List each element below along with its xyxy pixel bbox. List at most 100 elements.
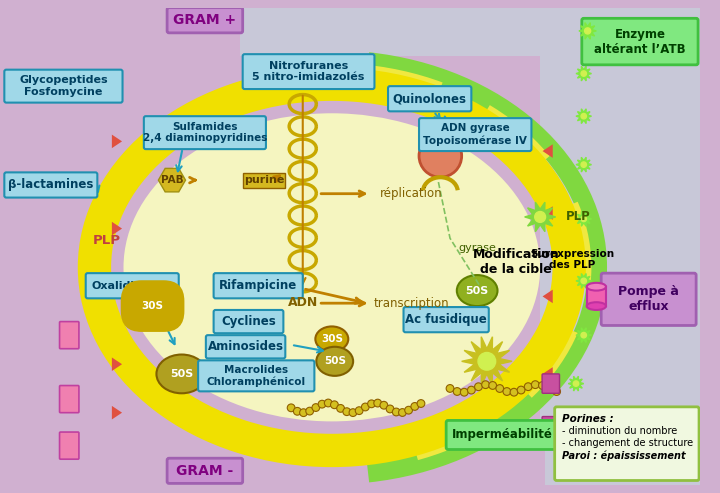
Circle shape <box>478 352 495 370</box>
Bar <box>243 174 285 188</box>
Text: 30S: 30S <box>142 301 163 311</box>
Polygon shape <box>543 367 553 381</box>
Text: Glycopeptides
Fosfomycine: Glycopeptides Fosfomycine <box>19 75 108 97</box>
Circle shape <box>419 135 462 177</box>
Text: 30S: 30S <box>321 334 343 344</box>
Circle shape <box>581 332 587 338</box>
Text: Oxalidinones: Oxalidinones <box>92 281 173 291</box>
Circle shape <box>553 387 560 395</box>
FancyBboxPatch shape <box>601 273 696 325</box>
Polygon shape <box>576 274 592 288</box>
Bar <box>240 8 545 56</box>
Circle shape <box>361 403 369 411</box>
Circle shape <box>581 162 587 167</box>
Polygon shape <box>576 109 592 124</box>
Circle shape <box>318 400 326 408</box>
Polygon shape <box>525 202 556 232</box>
FancyBboxPatch shape <box>4 70 122 103</box>
Ellipse shape <box>124 113 540 422</box>
Polygon shape <box>576 157 592 172</box>
FancyBboxPatch shape <box>167 458 243 484</box>
Circle shape <box>585 28 590 34</box>
Circle shape <box>573 381 579 387</box>
Circle shape <box>417 400 425 407</box>
Circle shape <box>581 278 587 283</box>
Polygon shape <box>543 206 553 220</box>
Circle shape <box>573 420 579 425</box>
Circle shape <box>294 407 301 415</box>
FancyBboxPatch shape <box>144 116 266 149</box>
Text: ADN gyrase
Topoisomérase IV: ADN gyrase Topoisomérase IV <box>423 123 527 146</box>
Text: β-lactamines: β-lactamines <box>8 178 94 191</box>
Circle shape <box>300 409 307 417</box>
Circle shape <box>482 381 490 388</box>
Circle shape <box>287 404 295 412</box>
Text: gyrase: gyrase <box>458 243 496 253</box>
Text: GRAM -: GRAM - <box>176 464 233 478</box>
Text: Macrolides
Chloramphénicol: Macrolides Chloramphénicol <box>207 365 306 387</box>
Circle shape <box>517 386 525 394</box>
Circle shape <box>380 401 388 409</box>
Text: 50S: 50S <box>466 285 489 296</box>
Circle shape <box>503 387 510 395</box>
FancyBboxPatch shape <box>419 118 531 151</box>
Text: Modification
de la cible: Modification de la cible <box>472 247 559 276</box>
Polygon shape <box>568 415 584 430</box>
Ellipse shape <box>156 354 207 393</box>
Polygon shape <box>543 289 553 303</box>
Circle shape <box>496 385 504 392</box>
Text: Porines :: Porines : <box>562 415 614 424</box>
Polygon shape <box>462 337 512 386</box>
Circle shape <box>460 388 468 396</box>
FancyBboxPatch shape <box>542 374 559 393</box>
Ellipse shape <box>456 275 498 306</box>
Circle shape <box>524 383 532 390</box>
Circle shape <box>306 407 313 415</box>
FancyBboxPatch shape <box>167 8 243 33</box>
Polygon shape <box>576 211 592 226</box>
Bar <box>540 8 700 485</box>
Ellipse shape <box>315 326 348 352</box>
Circle shape <box>581 71 587 76</box>
Circle shape <box>573 449 579 454</box>
Circle shape <box>337 405 344 412</box>
Text: Sulfamides
2,4 diaminopyridines: Sulfamides 2,4 diaminopyridines <box>143 122 267 143</box>
Polygon shape <box>112 222 122 235</box>
Polygon shape <box>576 328 592 343</box>
FancyBboxPatch shape <box>388 86 472 111</box>
Bar <box>2 424 545 485</box>
Circle shape <box>467 386 475 394</box>
Circle shape <box>355 407 363 415</box>
Text: Cyclines: Cyclines <box>221 315 276 328</box>
Circle shape <box>368 400 375 408</box>
Circle shape <box>411 403 418 410</box>
FancyBboxPatch shape <box>542 417 559 436</box>
FancyBboxPatch shape <box>582 18 698 65</box>
Text: - changement de structure: - changement de structure <box>562 438 693 448</box>
Circle shape <box>535 211 546 222</box>
Circle shape <box>474 383 482 390</box>
Text: Ac fusidique: Ac fusidique <box>405 313 487 326</box>
Polygon shape <box>112 135 122 148</box>
Text: 50S: 50S <box>324 356 346 366</box>
Text: PLP: PLP <box>567 211 591 223</box>
Circle shape <box>531 381 539 388</box>
Polygon shape <box>579 23 596 39</box>
FancyBboxPatch shape <box>446 421 559 450</box>
Circle shape <box>581 113 587 119</box>
Text: 50S: 50S <box>170 369 193 379</box>
Text: 30S: 30S <box>142 301 163 311</box>
Circle shape <box>446 385 454 392</box>
Circle shape <box>581 216 587 221</box>
Ellipse shape <box>316 347 353 376</box>
Text: purine: purine <box>244 175 284 185</box>
FancyBboxPatch shape <box>243 54 374 89</box>
FancyBboxPatch shape <box>206 335 285 358</box>
Polygon shape <box>112 357 122 371</box>
Circle shape <box>510 388 518 396</box>
Circle shape <box>386 405 394 413</box>
Polygon shape <box>112 278 122 291</box>
FancyBboxPatch shape <box>60 432 79 459</box>
Circle shape <box>454 387 461 395</box>
Circle shape <box>546 385 554 392</box>
